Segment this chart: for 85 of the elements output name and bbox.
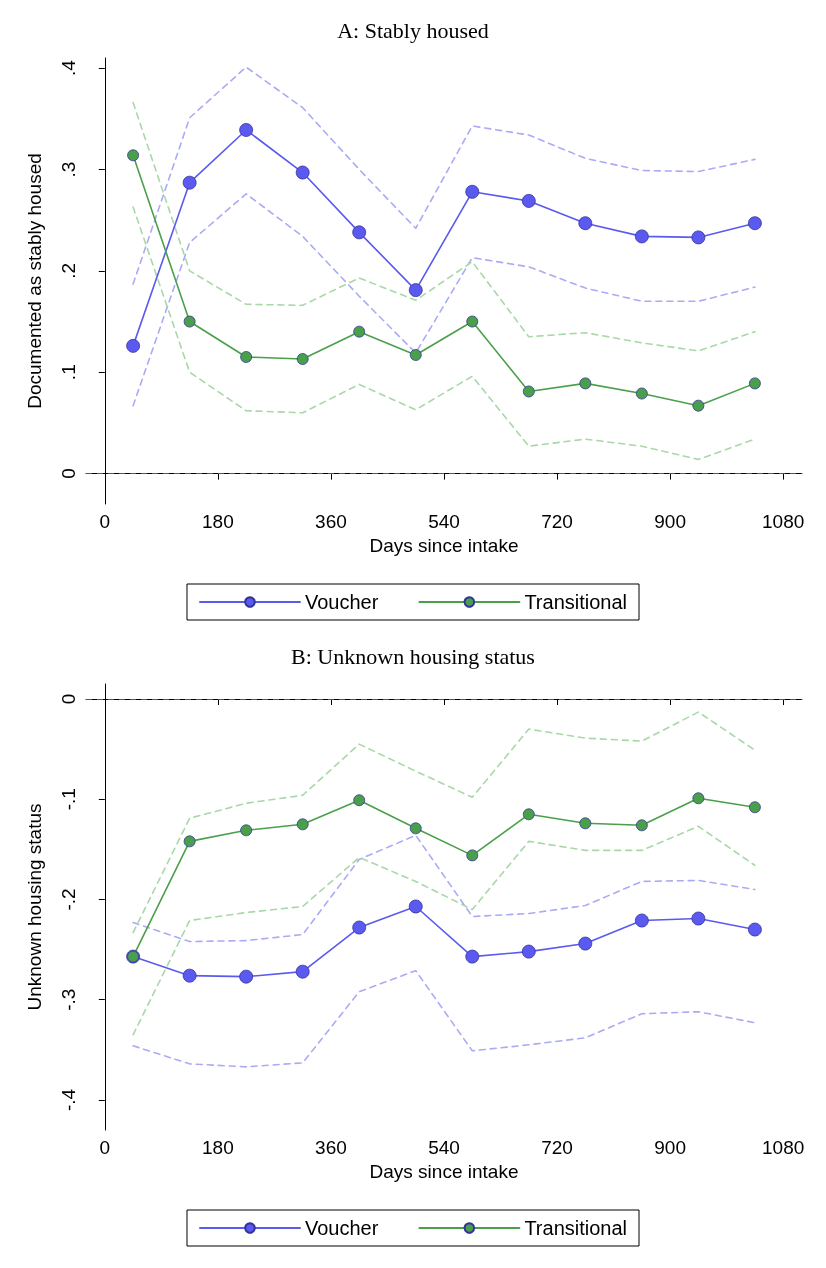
point <box>409 822 422 835</box>
point <box>352 920 367 935</box>
point <box>409 349 422 361</box>
point <box>182 968 197 983</box>
x-tick-label: 360 <box>315 511 347 532</box>
x-tick-label: 180 <box>202 1137 234 1158</box>
x-tick-label: 540 <box>428 1137 460 1158</box>
y-tick-label: .3 <box>58 161 79 178</box>
y-tick-label: .2 <box>58 262 79 279</box>
x-tick-label: 0 <box>99 511 111 532</box>
y-tick-label: -.2 <box>58 888 79 911</box>
point <box>692 792 705 805</box>
point <box>295 964 310 979</box>
y-tick-label: .1 <box>58 364 79 381</box>
point <box>691 911 706 926</box>
point <box>691 230 706 245</box>
point <box>240 351 253 363</box>
point <box>295 165 310 180</box>
point <box>408 283 423 298</box>
line-series <box>132 969 756 1068</box>
x-tick-label: 0 <box>99 1137 111 1158</box>
point <box>521 944 536 959</box>
point <box>353 325 366 338</box>
y-axis-title: Unknown housing status <box>24 803 45 1011</box>
point <box>578 936 593 951</box>
point <box>239 123 254 137</box>
point <box>749 801 761 814</box>
point <box>692 399 705 412</box>
point <box>466 849 479 862</box>
legend-label: Voucher <box>304 591 379 613</box>
x-tick-label: 720 <box>541 1137 573 1158</box>
point <box>183 835 196 848</box>
x-tick-label: 1080 <box>762 1137 805 1158</box>
legend-label: Voucher <box>304 1217 379 1239</box>
point <box>579 817 592 830</box>
x-axis-title: Days since intake <box>369 1160 519 1182</box>
legend-label: Transitional <box>524 1217 628 1239</box>
point <box>465 949 480 964</box>
point <box>466 315 479 328</box>
x-tick-label: 900 <box>654 1137 686 1158</box>
point <box>522 385 535 398</box>
point <box>408 899 423 914</box>
x-tick-label: 720 <box>541 511 573 532</box>
y-tick-label: 0 <box>58 468 79 479</box>
point <box>748 922 762 937</box>
point <box>240 824 253 837</box>
point <box>182 175 197 190</box>
line-series <box>132 711 756 934</box>
y-axis-title: Documented as stably housed <box>24 153 45 409</box>
point <box>578 216 593 231</box>
point <box>239 969 254 984</box>
point <box>634 913 649 928</box>
x-tick-label: 900 <box>654 511 686 532</box>
point <box>635 387 648 400</box>
point <box>352 225 367 240</box>
line-series <box>132 825 756 1036</box>
y-tick-label: -.1 <box>58 788 79 811</box>
y-tick-label: 0 <box>58 693 79 705</box>
x-axis-title: Days since intake <box>369 534 519 556</box>
point <box>579 377 592 390</box>
x-tick-label: 180 <box>202 511 234 532</box>
point <box>296 353 309 365</box>
point <box>296 818 309 831</box>
point <box>127 149 140 162</box>
y-tick-label: .4 <box>58 59 79 77</box>
point <box>183 315 196 328</box>
legend-label: Transitional <box>524 591 628 613</box>
point <box>749 377 761 390</box>
x-tick-label: 540 <box>428 511 460 532</box>
y-tick-label: -.4 <box>58 1088 79 1112</box>
point <box>126 338 141 353</box>
point <box>465 184 480 199</box>
y-tick-label: -.3 <box>58 988 79 1011</box>
line-series <box>132 66 756 285</box>
point <box>634 229 649 244</box>
chart-title: B: Unknown housing status <box>291 643 535 669</box>
line-series <box>132 193 756 407</box>
point <box>521 194 536 208</box>
point <box>522 808 535 821</box>
point <box>635 819 648 832</box>
x-tick-label: 360 <box>315 1137 347 1158</box>
chart-title: A: Stably housed <box>337 17 489 43</box>
point <box>748 216 762 231</box>
x-tick-label: 1080 <box>762 511 805 532</box>
point <box>353 794 366 807</box>
